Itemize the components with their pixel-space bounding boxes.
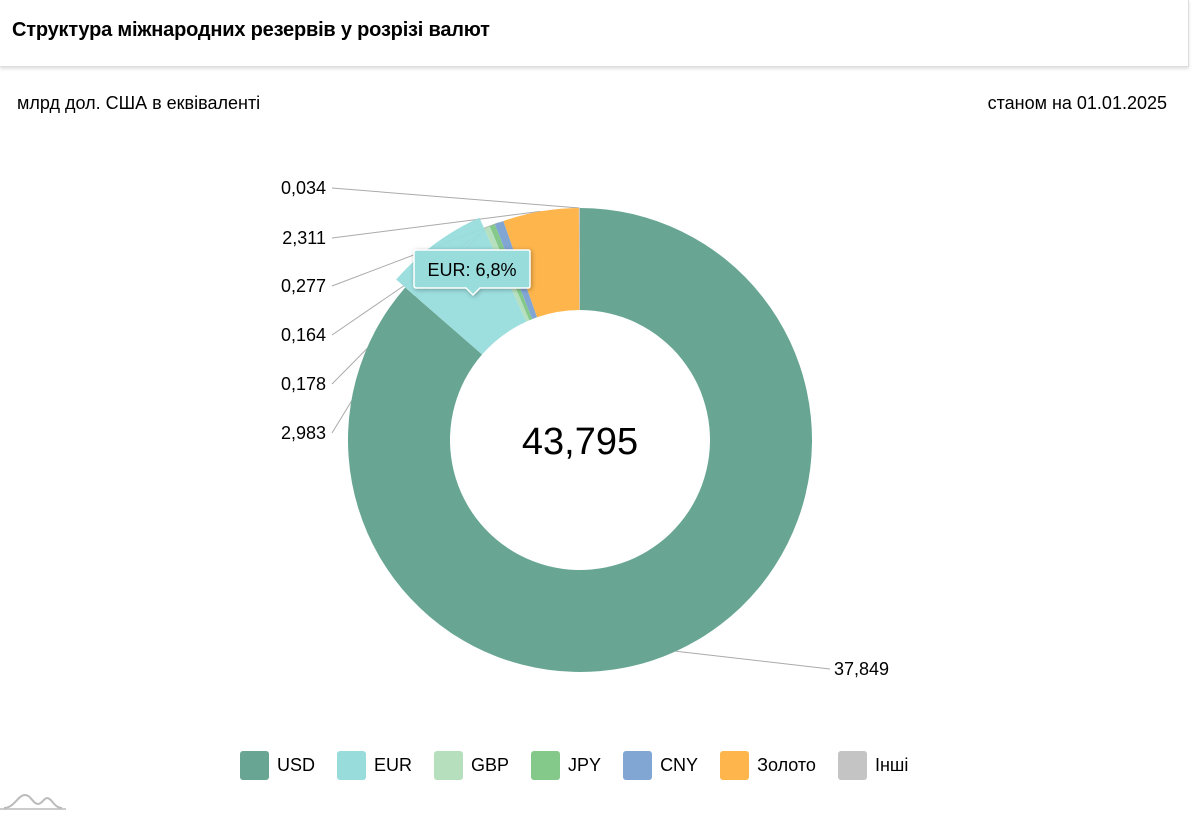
- tooltip-text: EUR: 6,8%: [427, 260, 516, 280]
- data-label: 2,311: [282, 228, 326, 248]
- legend-item[interactable]: Золото: [720, 751, 816, 780]
- legend-label: Інші: [874, 755, 909, 775]
- data-label: 0,034: [281, 178, 326, 198]
- leader-line: [331, 210, 541, 239]
- data-label: 0,178: [281, 374, 326, 394]
- leader-line: [675, 650, 831, 670]
- legend-swatch: [623, 751, 653, 780]
- slice-інші[interactable]: [578, 208, 580, 311]
- legend-swatch: [337, 751, 367, 780]
- legend-swatch: [720, 751, 750, 780]
- legend: USD EUR GBP JPY CNY Золото Інші: [240, 751, 930, 780]
- data-labels: 37,849 2,983 0,178 0,164 0,277 2,311 0,034: [281, 178, 889, 679]
- legend-label: JPY: [568, 755, 602, 775]
- tooltip-box: [413, 249, 531, 297]
- legend-item[interactable]: Інші: [837, 751, 909, 780]
- data-label: 0,277: [281, 276, 326, 296]
- legend-label: EUR: [374, 755, 413, 775]
- leader-line: [331, 187, 580, 209]
- legend-label: Золото: [757, 755, 816, 775]
- slice-золото[interactable]: [503, 208, 580, 318]
- data-label: 2,983: [281, 423, 326, 443]
- legend-swatch: [434, 751, 464, 780]
- unit-label: млрд дол. США в еквіваленті: [17, 93, 261, 113]
- data-label: 37,849: [834, 659, 889, 679]
- page-title: Структура міжнародних резервів у розрізі…: [12, 19, 490, 41]
- tooltip: EUR: 6,8%: [413, 249, 531, 297]
- legend-swatch: [837, 751, 867, 780]
- legend-swatch: [240, 751, 269, 780]
- legend-item[interactable]: GBP: [434, 751, 509, 780]
- logo-icon: [0, 793, 66, 810]
- header: Структура міжнародних резервів у розрізі…: [0, 0, 1189, 67]
- legend-item[interactable]: USD: [240, 751, 315, 780]
- data-label: 0,164: [281, 325, 326, 345]
- legend-label: GBP: [471, 755, 510, 775]
- legend-item[interactable]: JPY: [531, 751, 601, 780]
- legend-item[interactable]: EUR: [337, 751, 412, 780]
- legend-label: USD: [277, 755, 316, 775]
- legend-item[interactable]: CNY: [623, 751, 698, 780]
- legend-label: CNY: [660, 755, 699, 775]
- slice-usd[interactable]: [347, 208, 812, 672]
- legend-swatch: [531, 751, 561, 780]
- as-of-date: станом на 01.01.2025: [987, 93, 1167, 113]
- total-label: 43,795: [522, 421, 638, 463]
